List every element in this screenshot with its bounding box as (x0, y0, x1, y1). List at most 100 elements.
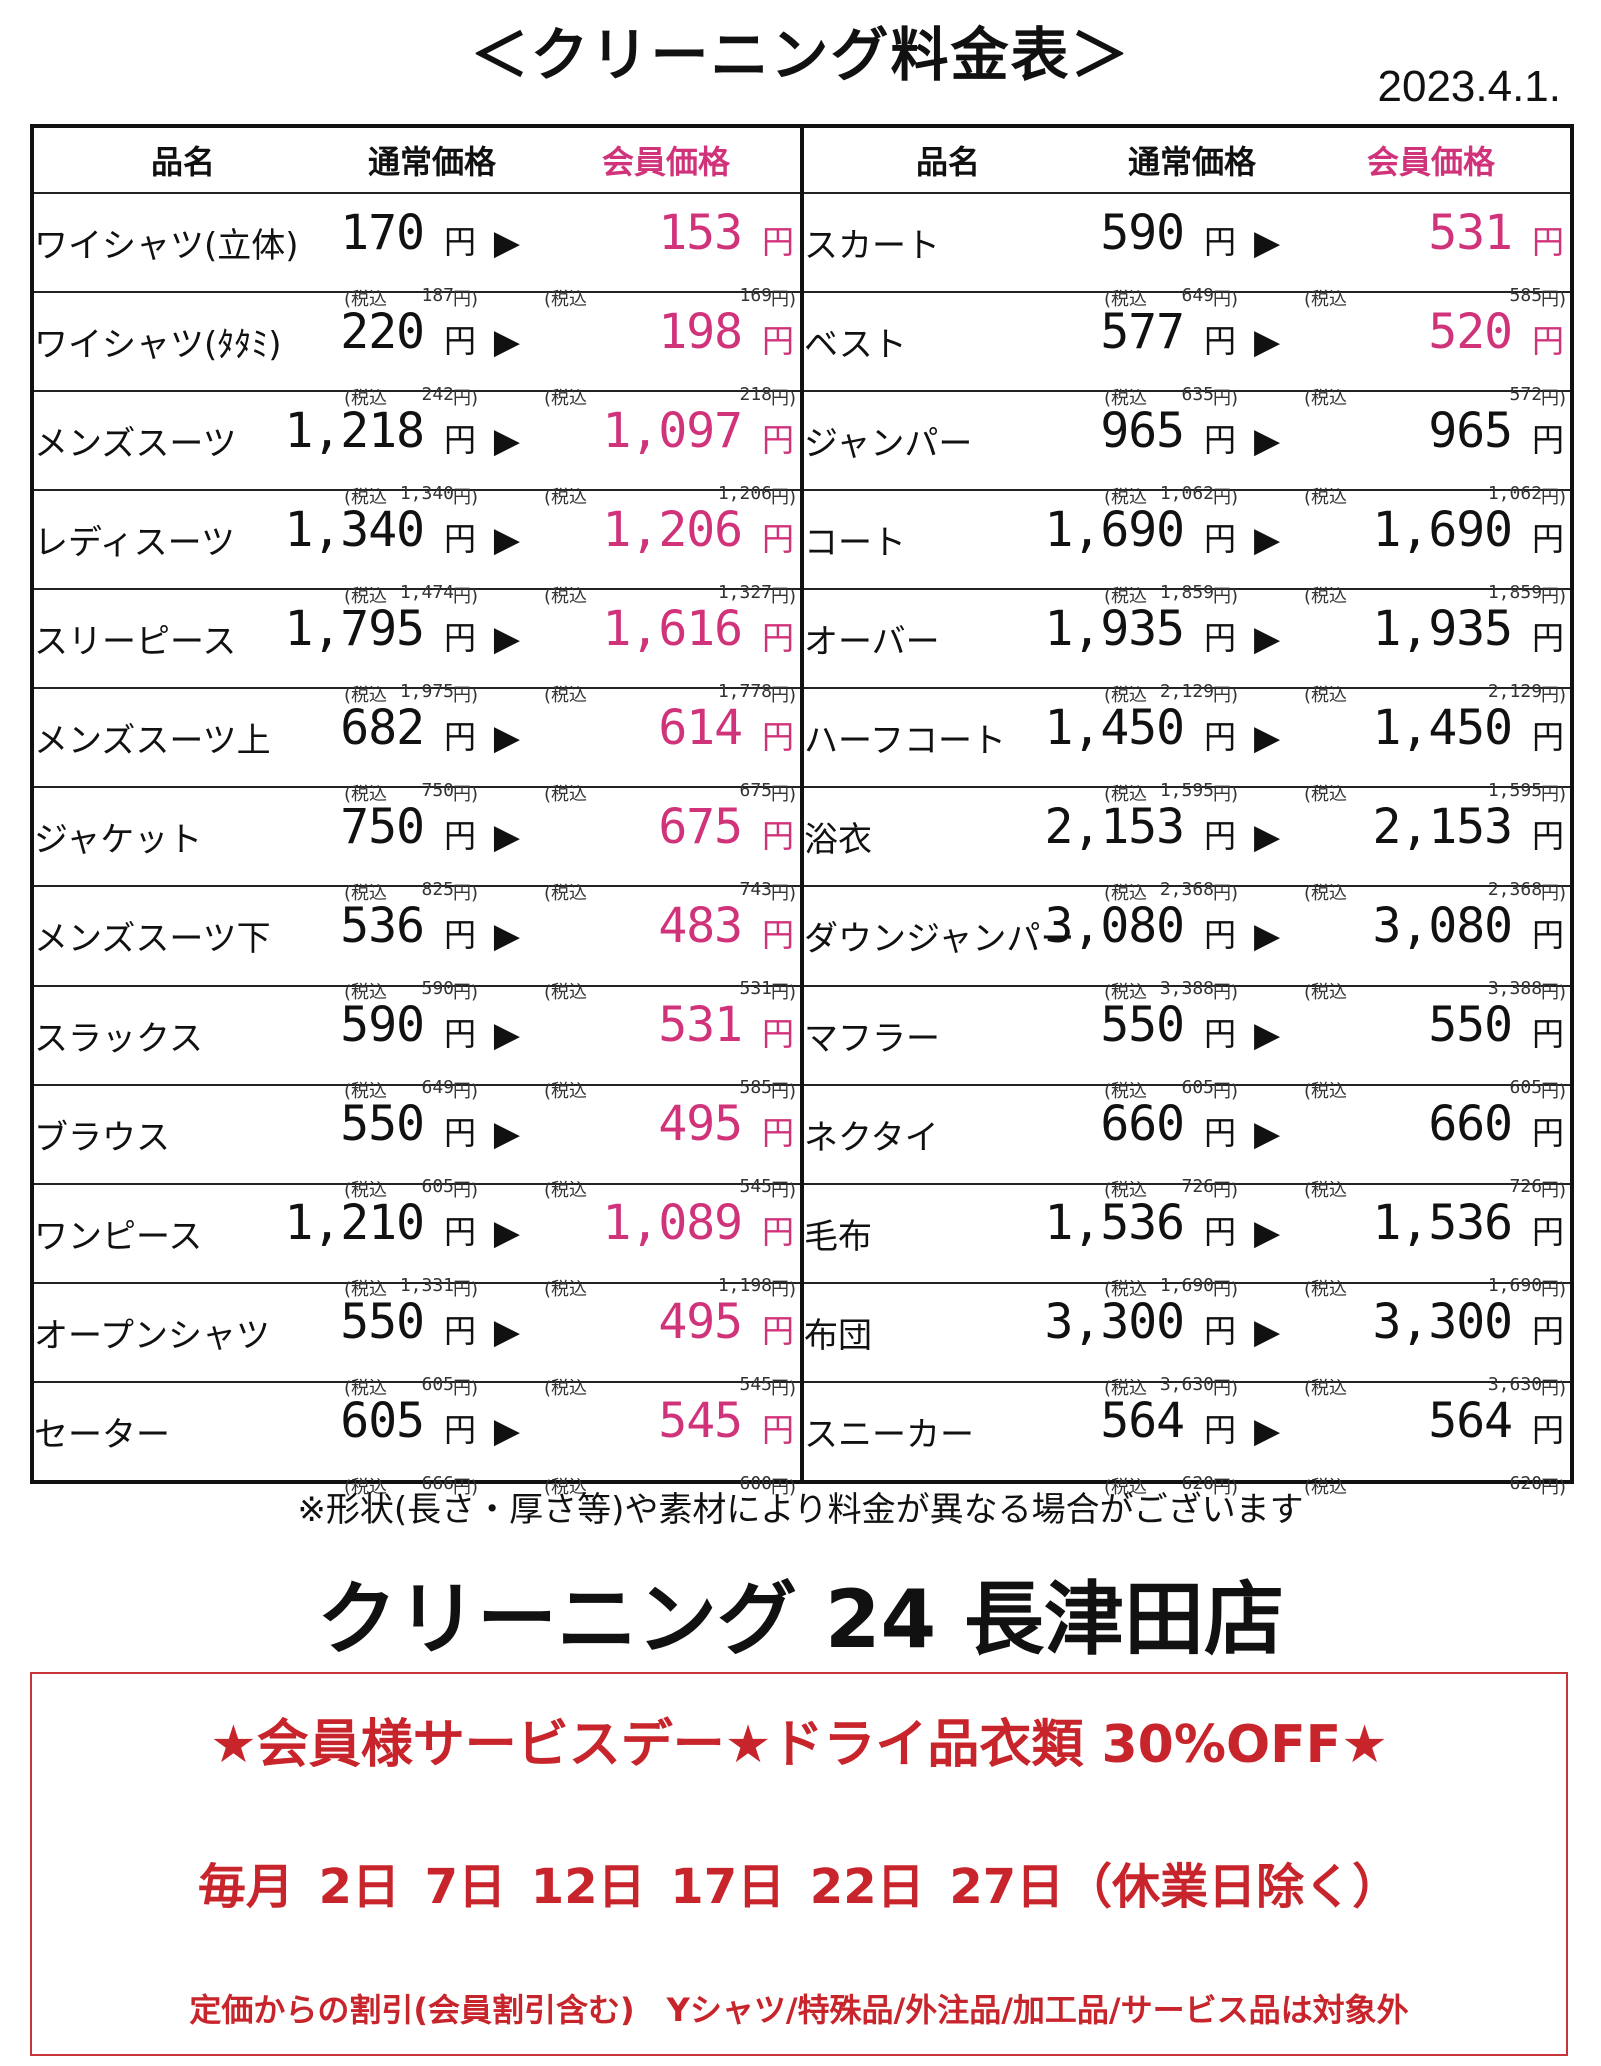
item-name: ワイシャツ(ﾀﾀﾐ) (32, 292, 332, 391)
item-name: ネクタイ (802, 1085, 1092, 1184)
table-row: オープンシャツ 550 円 (税込 605 円) ▶ 495 円 (税込 545 (32, 1283, 1572, 1382)
regular-price: 1,210 (285, 1195, 425, 1251)
member-price-cell: 1,450 円 (税込 1,595 円) (1292, 688, 1572, 787)
regular-price-cell: 682 円 (税込 750 円) (332, 688, 482, 787)
arrow-icon: ▶ (1242, 886, 1292, 985)
table-row: メンズスーツ下 536 円 (税込 590 円) ▶ 483 円 (税込 531 (32, 886, 1572, 985)
arrow-icon: ▶ (482, 1184, 532, 1283)
member-price: 495 (658, 1096, 742, 1152)
member-price-cell: 675 円 (税込 743 円) (532, 787, 802, 886)
member-price: 564 (1428, 1393, 1512, 1449)
yen-unit: 円 (1204, 415, 1236, 461)
yen-unit: 円 (1204, 1207, 1236, 1253)
member-price: 1,089 (603, 1195, 743, 1251)
header-member-right: 会員価格 (1292, 126, 1572, 193)
regular-price-cell: 3,080 円 (税込 3,388 円) (1092, 886, 1242, 985)
yen-unit: 円 (1532, 415, 1564, 461)
yen-unit: 円 (1204, 712, 1236, 758)
member-promo-box: ★会員様サービスデー★ドライ品衣類 30%OFF★ 毎月 2日 7日 12日 1… (30, 1672, 1568, 2056)
arrow-icon: ▶ (482, 688, 532, 787)
page-title: ＜クリーニング料金表＞ (0, 8, 1601, 92)
member-price-cell: 3,300 円 (税込 3,630 円) (1292, 1283, 1572, 1382)
yen-unit: 円 (444, 514, 476, 560)
regular-price: 1,450 (1045, 700, 1185, 756)
member-price-cell: 660 円 (税込 726 円) (1292, 1085, 1572, 1184)
table-row: ジャケット 750 円 (税込 825 円) ▶ 675 円 (税込 743 円 (32, 787, 1572, 886)
member-price: 3,080 (1373, 898, 1513, 954)
arrow-icon: ▶ (1242, 1382, 1292, 1482)
yen-unit: 円 (762, 217, 794, 263)
member-price-cell: 495 円 (税込 545 円) (532, 1085, 802, 1184)
table-row: セーター 605 円 (税込 666 円) ▶ 545 円 (税込 600 円) (32, 1382, 1572, 1482)
arrow-icon: ▶ (482, 787, 532, 886)
yen-unit: 円 (1532, 1207, 1564, 1253)
header-member-left: 会員価格 (532, 126, 802, 193)
yen-unit: 円 (444, 1108, 476, 1154)
regular-price-cell: 1,340 円 (税込 1,474 円) (332, 490, 482, 589)
regular-price: 1,536 (1045, 1195, 1185, 1251)
yen-unit: 円 (444, 316, 476, 362)
yen-unit: 円 (444, 1207, 476, 1253)
arrow-icon: ▶ (482, 886, 532, 985)
regular-price-cell: 170 円 (税込 187 円) (332, 193, 482, 292)
regular-price: 3,080 (1045, 898, 1185, 954)
regular-price: 1,690 (1045, 502, 1185, 558)
arrow-icon: ▶ (482, 292, 532, 391)
member-price-cell: 1,935 円 (税込 2,129 円) (1292, 589, 1572, 688)
price-table-body: ワイシャツ(立体) 170 円 (税込 187 円) ▶ 153 円 (税込 1… (32, 193, 1572, 1482)
regular-price: 1,218 (285, 403, 425, 459)
regular-price: 220 (340, 304, 424, 360)
member-price: 660 (1428, 1096, 1512, 1152)
yen-unit: 円 (762, 811, 794, 857)
arrow-icon: ▶ (1242, 589, 1292, 688)
regular-price: 965 (1100, 403, 1184, 459)
table-row: メンズスーツ 1,218 円 (税込 1,340 円) ▶ 1,097 円 (税… (32, 391, 1572, 490)
yen-unit: 円 (762, 415, 794, 461)
item-name: ベスト (802, 292, 1092, 391)
regular-price: 536 (340, 898, 424, 954)
member-price-cell: 198 円 (税込 218 円) (532, 292, 802, 391)
member-price-cell: 520 円 (税込 572 円) (1292, 292, 1572, 391)
regular-price: 660 (1100, 1096, 1184, 1152)
member-price-cell: 1,616 円 (税込 1,778 円) (532, 589, 802, 688)
member-price: 1,206 (603, 502, 743, 558)
yen-unit: 円 (762, 514, 794, 560)
yen-unit: 円 (762, 1009, 794, 1055)
yen-unit: 円 (1204, 1405, 1236, 1451)
regular-price-cell: 750 円 (税込 825 円) (332, 787, 482, 886)
yen-unit: 円 (1532, 712, 1564, 758)
member-price-cell: 1,097 円 (税込 1,206 円) (532, 391, 802, 490)
yen-unit: 円 (1204, 1108, 1236, 1154)
member-price: 614 (658, 700, 742, 756)
member-price-cell: 965 円 (税込 1,062 円) (1292, 391, 1572, 490)
yen-unit: 円 (762, 712, 794, 758)
regular-price-cell: 660 円 (税込 726 円) (1092, 1085, 1242, 1184)
yen-unit: 円 (1204, 514, 1236, 560)
member-price: 675 (658, 799, 742, 855)
item-name: スカート (802, 193, 1092, 292)
arrow-icon: ▶ (482, 1085, 532, 1184)
table-row: ワンピース 1,210 円 (税込 1,331 円) ▶ 1,089 円 (税込… (32, 1184, 1572, 1283)
member-price: 545 (658, 1393, 742, 1449)
regular-price: 577 (1100, 304, 1184, 360)
yen-unit: 円 (1204, 1306, 1236, 1352)
member-price-cell: 153 円 (税込 169 円) (532, 193, 802, 292)
yen-unit: 円 (1204, 910, 1236, 956)
yen-unit: 円 (762, 1306, 794, 1352)
item-name: メンズスーツ上 (32, 688, 332, 787)
shop-name: クリーニング 24 長津田店 (0, 1555, 1601, 1671)
yen-unit: 円 (1204, 811, 1236, 857)
arrow-icon: ▶ (1242, 1085, 1292, 1184)
arrow-icon: ▶ (1242, 787, 1292, 886)
arrow-icon: ▶ (482, 1382, 532, 1482)
regular-price-cell: 965 円 (税込 1,062 円) (1092, 391, 1242, 490)
arrow-icon: ▶ (1242, 391, 1292, 490)
regular-price: 550 (1100, 997, 1184, 1053)
regular-price: 1,795 (285, 601, 425, 657)
table-row: ワイシャツ(立体) 170 円 (税込 187 円) ▶ 153 円 (税込 1… (32, 193, 1572, 292)
member-price-cell: 1,536 円 (税込 1,690 円) (1292, 1184, 1572, 1283)
promo-days: 毎月 2日 7日 12日 17日 22日 27日（休業日除く） (32, 1847, 1566, 1917)
member-price: 965 (1428, 403, 1512, 459)
regular-price: 750 (340, 799, 424, 855)
yen-unit: 円 (762, 1108, 794, 1154)
